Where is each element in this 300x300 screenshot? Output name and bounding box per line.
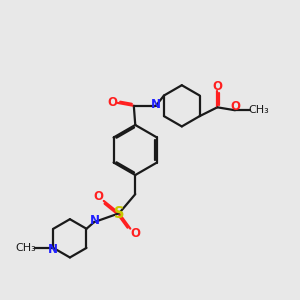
Text: N: N: [48, 243, 58, 256]
Text: O: O: [130, 226, 141, 239]
Text: N: N: [151, 98, 161, 111]
Text: N: N: [90, 214, 100, 227]
Text: O: O: [94, 190, 103, 203]
Text: O: O: [108, 96, 118, 110]
Text: CH₃: CH₃: [249, 105, 269, 115]
Text: CH₃: CH₃: [16, 243, 37, 253]
Text: O: O: [212, 80, 222, 93]
Text: O: O: [231, 100, 241, 112]
Text: S: S: [114, 206, 124, 221]
